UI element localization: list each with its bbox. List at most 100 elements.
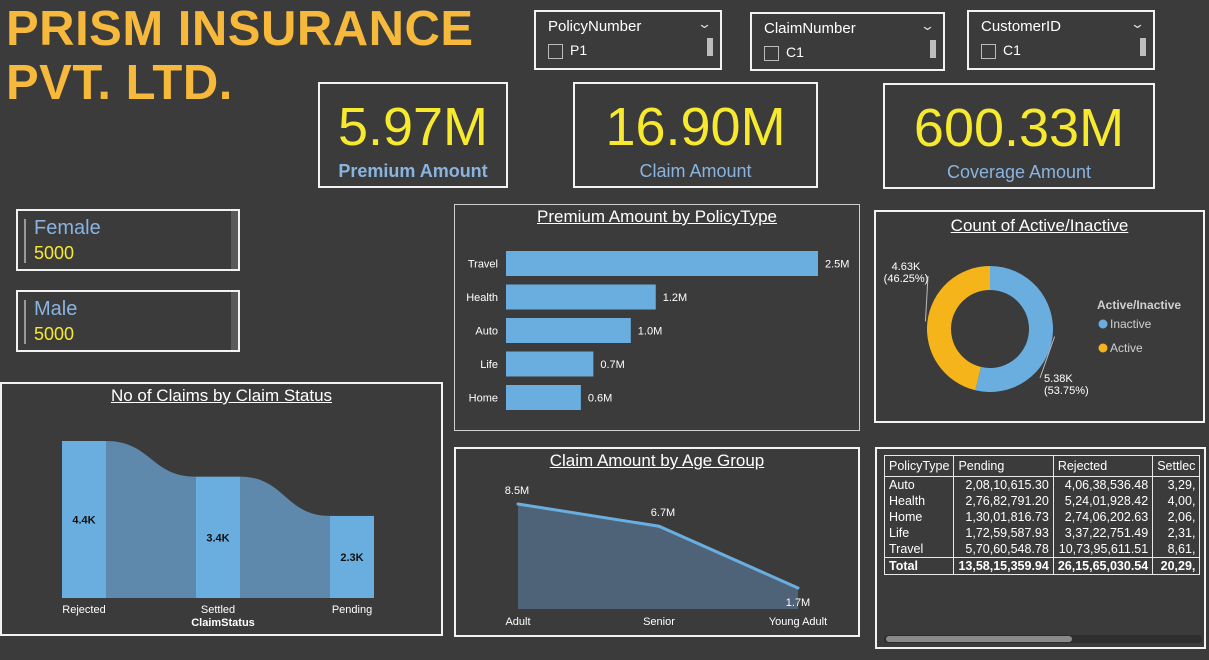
slicer-scrollbar[interactable] — [930, 40, 936, 58]
claims-matrix: PolicyType Pending Rejected Settlec Auto 2,08… — [875, 447, 1206, 649]
column-header[interactable]: PolicyType — [883, 455, 955, 477]
claim-by-age-chart: Claim Amount by Age Group 8.5M Adult 6.7M S… — [454, 447, 860, 637]
table-cell: 2,76,82,791.20 — [953, 493, 1054, 509]
data-label: 1.0M — [638, 326, 662, 338]
matrix-scrollbar[interactable] — [884, 635, 1202, 643]
table-row: Life 1,72,59,587.93 3,37,22,751.49 2,31, — [883, 525, 1201, 541]
table-cell: 13,58,15,359.94 — [953, 557, 1054, 575]
male-card: Male 5000 — [16, 290, 240, 352]
slicer-label: PolicyNumber — [548, 18, 642, 35]
matrix-scrollbar-thumb[interactable] — [886, 636, 1072, 642]
data-label: 4.4K — [72, 515, 95, 527]
slicer-option[interactable]: C1 — [786, 44, 804, 60]
slicer-option[interactable]: P1 — [570, 42, 588, 58]
matrix-table-wrapper: PolicyType Pending Rejected Settlec Auto 2,08… — [883, 455, 1201, 575]
data-label: 2.5M — [825, 259, 849, 271]
column-header[interactable]: Pending — [953, 455, 1054, 477]
legend-marker — [1098, 319, 1108, 329]
data-label: 5.38K — [1044, 373, 1073, 385]
claim-amount-value: 16.90M — [605, 97, 786, 157]
slicer-label: CustomerID — [981, 18, 1062, 35]
category-label: Senior — [643, 616, 675, 628]
chart-title: Claim Amount by Age Group — [549, 451, 765, 470]
table-cell: 1,72,59,587.93 — [953, 525, 1054, 541]
premium-amount-card: 5.97M Premium Amount — [318, 82, 508, 188]
table-cell: 26,15,65,030.54 — [1052, 557, 1154, 575]
chevron-down-icon[interactable]: ⌄ — [919, 18, 936, 33]
category-label: Health — [466, 292, 498, 304]
company-title-line2: PVT. LTD. — [6, 56, 233, 110]
bar — [330, 515, 374, 598]
table-cell: Total — [883, 557, 955, 575]
slicer-scrollbar[interactable] — [1140, 38, 1146, 56]
chart-title: Count of Active/Inactive — [950, 216, 1129, 235]
column-header[interactable]: Settlec — [1152, 455, 1201, 477]
chart-title: No of Claims by Claim Status — [110, 386, 333, 405]
slicer-checkbox[interactable] — [981, 44, 996, 59]
table-cell: Home — [883, 509, 955, 525]
table-cell: Health — [883, 493, 955, 509]
coverage-amount-value: 600.33M — [913, 98, 1125, 158]
area-fill — [518, 504, 798, 609]
legend-item: Inactive — [1110, 317, 1152, 331]
claim-amount-label: Claim Amount — [639, 161, 752, 181]
data-label: 0.7M — [600, 359, 624, 371]
table-cell: Auto — [883, 476, 955, 493]
card-accent-bar — [24, 219, 26, 263]
table-row: Health 2,76,82,791.20 5,24,01,928.42 4,00, — [883, 493, 1201, 509]
table-cell: 8,61, — [1152, 541, 1201, 558]
bar — [506, 251, 818, 276]
card-scrollbar[interactable] — [231, 211, 238, 269]
donut-slice — [975, 266, 1053, 392]
category-label: Settled — [201, 604, 235, 616]
claims-by-status-chart: No of Claims by Claim Status 4.4K Rejecte… — [0, 382, 443, 636]
table-cell: 2,08,10,615.30 — [953, 476, 1054, 493]
premium-amount-label: Premium Amount — [338, 161, 488, 181]
data-label: 2.3K — [340, 552, 363, 564]
female-card: Female 5000 — [16, 209, 240, 271]
slicer-option[interactable]: C1 — [1003, 42, 1021, 58]
category-label: Travel — [468, 259, 498, 271]
female-count: 5000 — [34, 243, 75, 263]
chevron-down-icon[interactable]: ⌄ — [1129, 16, 1146, 31]
legend-marker — [1098, 343, 1108, 353]
leader-line — [924, 275, 929, 322]
slicer-scrollbar[interactable] — [707, 38, 713, 56]
table-row: Travel 5,70,60,548.78 10,73,95,611.51 8,61, — [883, 541, 1201, 558]
data-point — [516, 502, 520, 506]
bar — [196, 476, 240, 598]
company-title: PRISM INSURANCE PVT. LTD. — [6, 2, 506, 110]
slicer-checkbox[interactable] — [764, 46, 779, 61]
legend-title: Active/Inactive — [1097, 298, 1181, 312]
chart-title: Premium Amount by PolicyType — [537, 207, 777, 226]
data-label-pct: (46.25%) — [884, 273, 929, 285]
category-label: Auto — [475, 326, 498, 338]
data-label-pct: (53.75%) — [1044, 385, 1089, 397]
card-scrollbar[interactable] — [231, 292, 238, 350]
ribbon-svg: 4.4K Rejected 3.4K Settled 2.3K Pending ClaimS… — [62, 441, 374, 629]
category-label: Pending — [332, 604, 372, 616]
data-label: 1.7M — [786, 597, 810, 609]
male-label: Male — [34, 298, 78, 320]
slicer-checkbox[interactable] — [548, 44, 563, 59]
bar — [506, 284, 656, 310]
female-label: Female — [34, 217, 101, 239]
legend-item: Active — [1110, 341, 1143, 355]
category-label: Life — [480, 359, 498, 371]
donut-slice — [926, 266, 990, 391]
premium-by-policytype-chart: Premium Amount by PolicyType Travel 2.5M H… — [454, 204, 860, 431]
policy-number-slicer[interactable]: PolicyNumber ⌄ P1 — [534, 10, 722, 70]
category-label: Adult — [505, 616, 530, 628]
data-label: 8.5M — [505, 485, 529, 497]
matrix-header-row: PolicyType Pending Rejected Settlec — [883, 455, 1201, 477]
data-label: 6.7M — [651, 507, 675, 519]
claim-number-slicer[interactable]: ClaimNumber ⌄ C1 — [750, 12, 945, 71]
table-row: Home 1,30,01,816.73 2,74,06,202.63 2,06, — [883, 509, 1201, 525]
chevron-down-icon[interactable]: ⌄ — [696, 16, 713, 31]
customer-id-slicer[interactable]: CustomerID ⌄ C1 — [967, 10, 1155, 70]
table-cell: 2,31, — [1152, 525, 1201, 541]
bar — [506, 318, 631, 343]
bar — [62, 441, 106, 598]
column-header[interactable]: Rejected — [1052, 455, 1154, 477]
table-cell: 2,06, — [1152, 509, 1201, 525]
